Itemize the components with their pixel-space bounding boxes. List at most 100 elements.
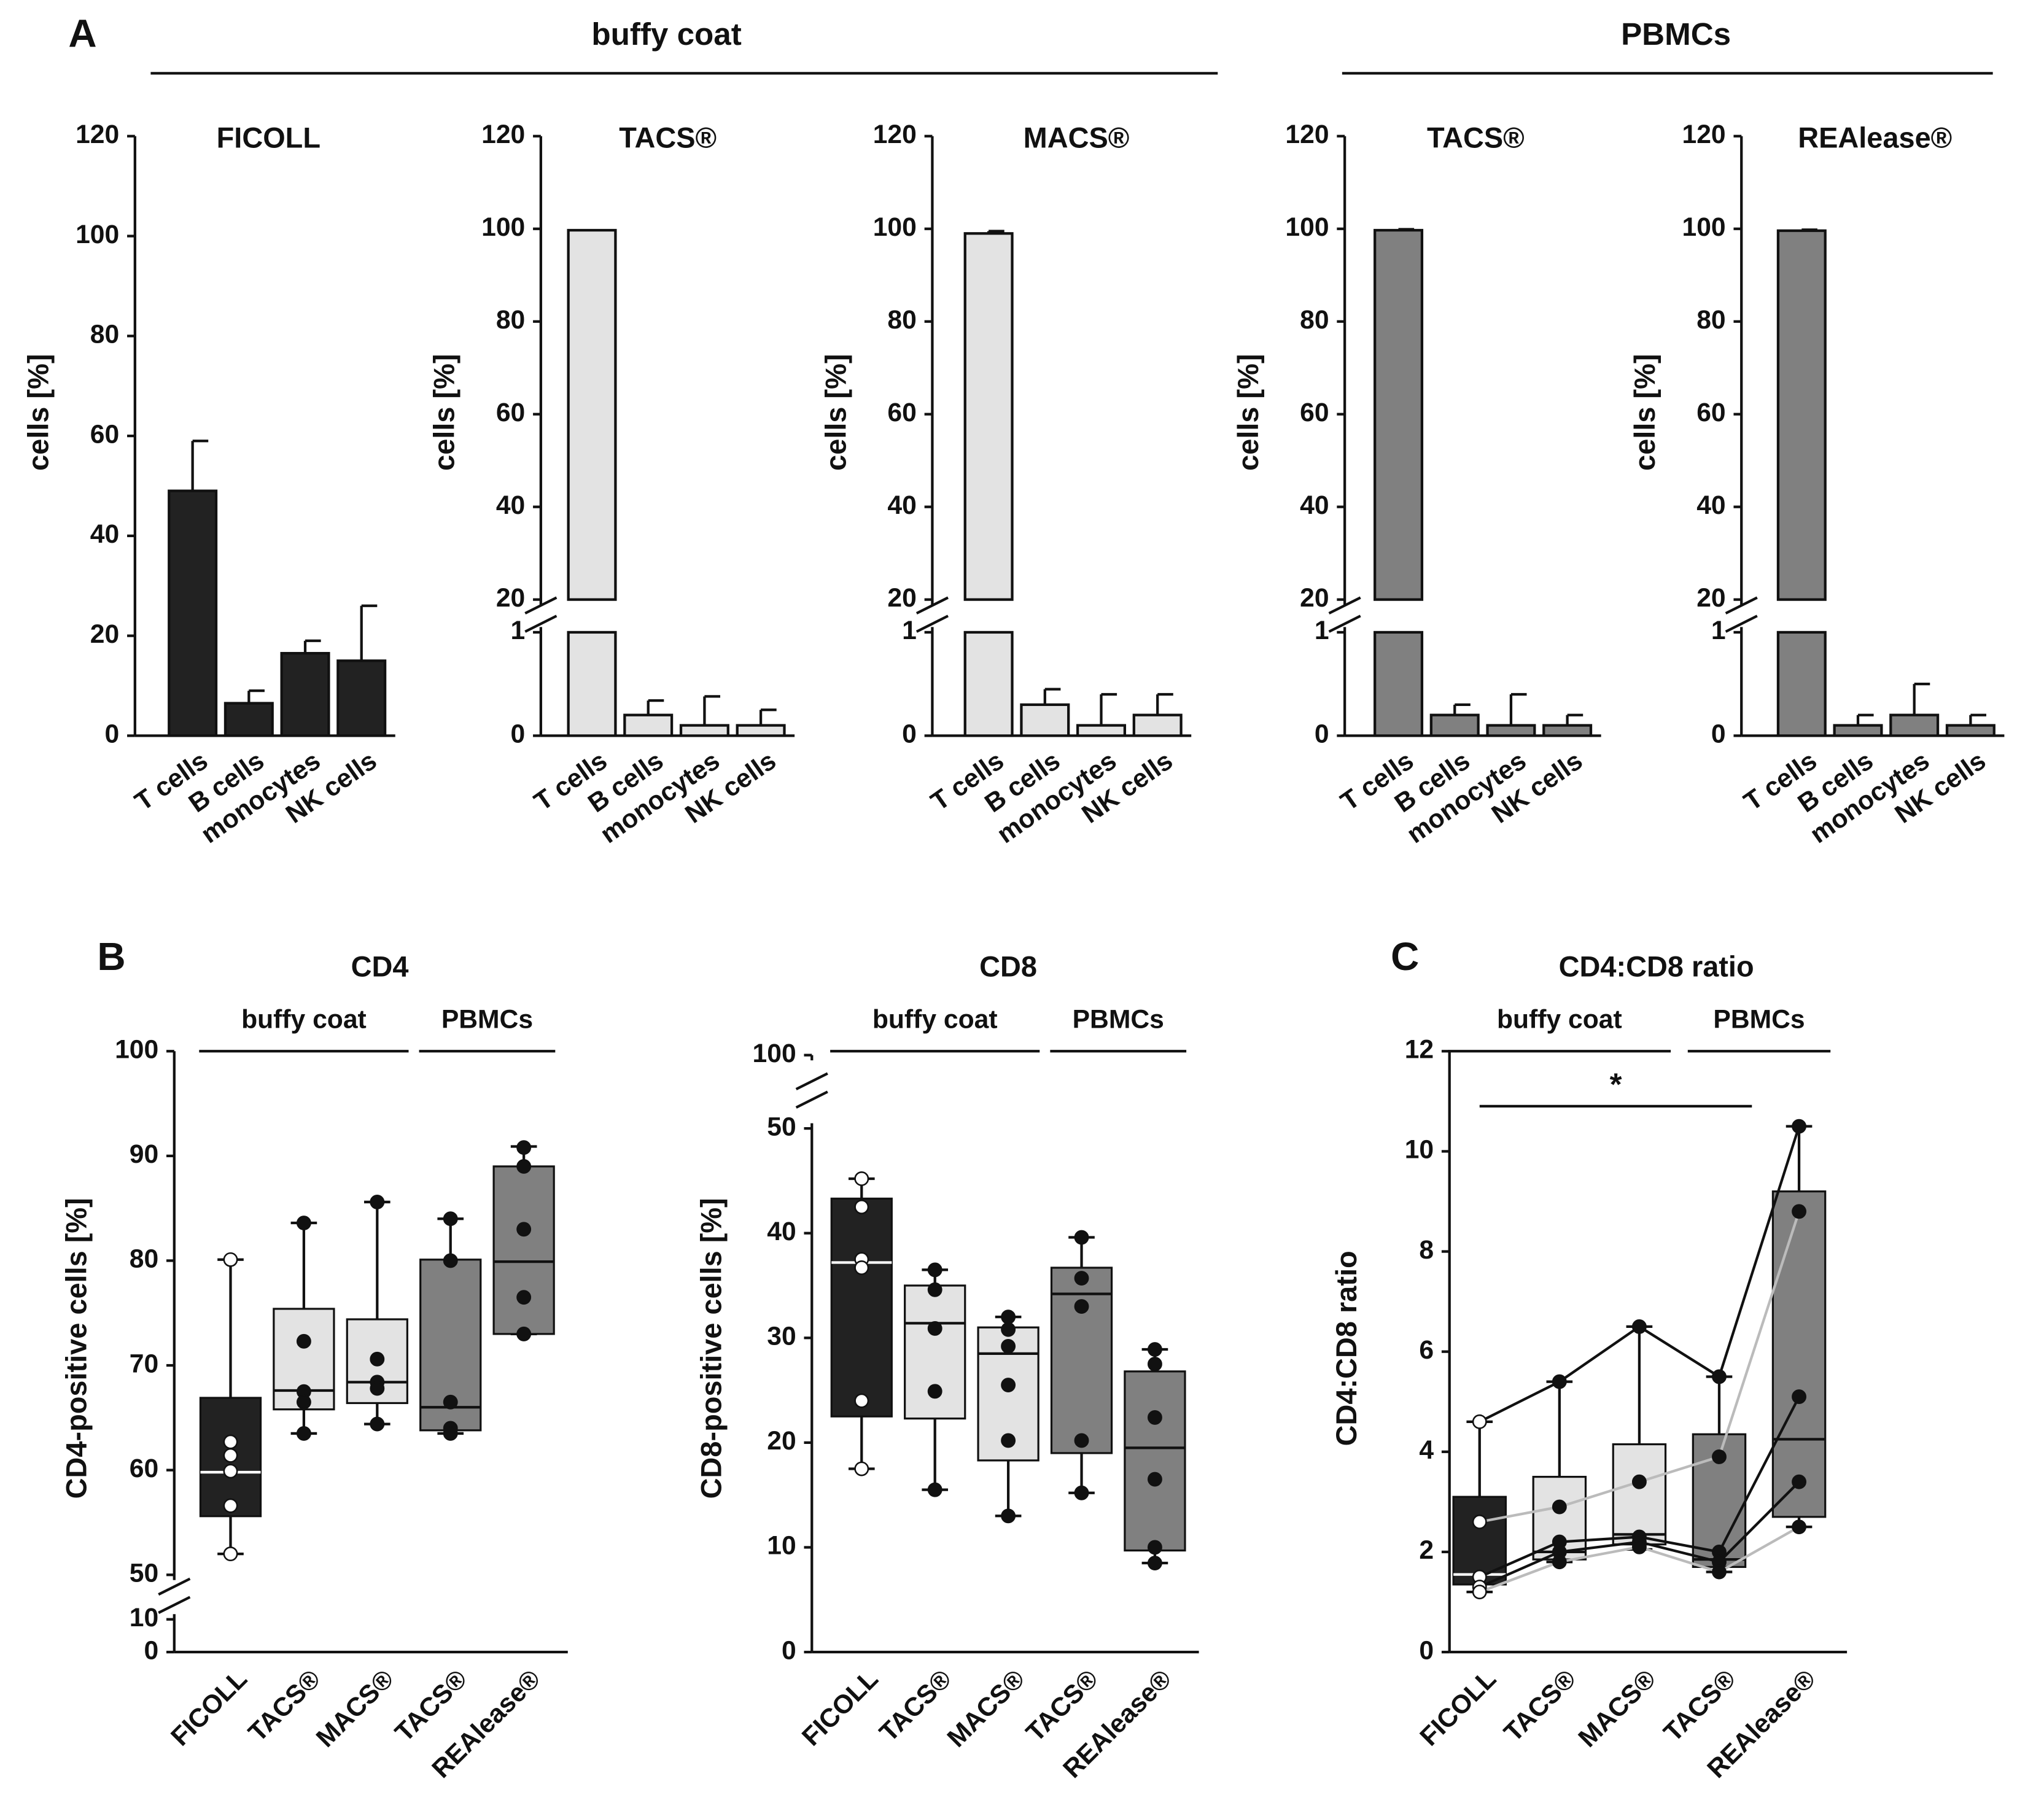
y-axis-label: cells [%] bbox=[1232, 354, 1264, 471]
y-tick-label: 100 bbox=[873, 212, 917, 242]
bar bbox=[567, 228, 617, 601]
data-point bbox=[443, 1211, 458, 1227]
y-tick-label: 2 bbox=[1419, 1535, 1434, 1565]
y-tick-label: 20 bbox=[90, 619, 119, 649]
y-tick-label: 0 bbox=[105, 720, 120, 749]
data-point bbox=[223, 1252, 238, 1267]
data-point bbox=[1631, 1319, 1647, 1334]
y-tick-label: 60 bbox=[90, 419, 119, 449]
bar bbox=[1945, 724, 1995, 737]
data-point bbox=[1074, 1485, 1089, 1500]
bar bbox=[1542, 724, 1593, 737]
panel-letter: A bbox=[68, 12, 96, 56]
bar bbox=[1776, 229, 1827, 601]
y-tick-label: 40 bbox=[1300, 491, 1329, 520]
x-tick-label: MACS® bbox=[1572, 1664, 1661, 1753]
data-point bbox=[1074, 1299, 1089, 1314]
data-point bbox=[1712, 1449, 1727, 1464]
bar bbox=[1833, 724, 1883, 737]
data-point bbox=[854, 1461, 869, 1476]
y-axis-label: CD4-positive cells [%] bbox=[61, 1198, 93, 1499]
box bbox=[1050, 1267, 1113, 1454]
axis-break bbox=[795, 1072, 828, 1091]
axis-break bbox=[1328, 596, 1361, 615]
data-point bbox=[296, 1426, 311, 1441]
data-point bbox=[854, 1171, 869, 1186]
data-point bbox=[1792, 1389, 1806, 1405]
chart-title: REAlease® bbox=[1798, 122, 1952, 154]
y-tick-label: 1 bbox=[1711, 616, 1726, 645]
data-point bbox=[927, 1282, 942, 1297]
y-axis-label: cells [%] bbox=[820, 354, 852, 471]
group-label: PBMCs bbox=[1713, 1005, 1805, 1034]
y-axis-label: cells [%] bbox=[23, 354, 55, 471]
axis-break bbox=[915, 596, 949, 615]
x-tick-label: FICOLL bbox=[165, 1664, 253, 1752]
data-point bbox=[927, 1262, 942, 1278]
data-point bbox=[370, 1194, 385, 1209]
data-point bbox=[223, 1464, 238, 1479]
data-point bbox=[1001, 1378, 1016, 1392]
data-point bbox=[1792, 1119, 1806, 1134]
chart-title: MACS® bbox=[1024, 122, 1130, 154]
y-tick-label: 80 bbox=[887, 305, 916, 335]
y-tick-label: 120 bbox=[1285, 120, 1329, 149]
group-label: buffy coat bbox=[241, 1005, 367, 1034]
axis-break bbox=[1725, 615, 1758, 633]
bar bbox=[1776, 630, 1827, 737]
data-point bbox=[1147, 1410, 1162, 1425]
data-point bbox=[370, 1351, 385, 1367]
bar bbox=[336, 659, 387, 737]
data-point bbox=[443, 1394, 458, 1410]
data-point bbox=[1001, 1309, 1016, 1325]
data-point bbox=[516, 1290, 532, 1305]
y-tick-label: 20 bbox=[887, 583, 916, 613]
data-point bbox=[927, 1384, 942, 1399]
y-tick-label: 120 bbox=[481, 120, 525, 149]
data-point bbox=[1552, 1554, 1567, 1570]
bar bbox=[1132, 713, 1183, 737]
axis-break bbox=[915, 615, 949, 633]
chart-title: TACS® bbox=[1427, 122, 1525, 154]
y-tick-label: 8 bbox=[1419, 1235, 1434, 1265]
y-tick-label: 70 bbox=[130, 1349, 158, 1378]
data-point bbox=[854, 1393, 869, 1408]
group-label: buffy coat bbox=[1497, 1005, 1622, 1034]
y-tick-label: 120 bbox=[1682, 120, 1726, 149]
data-point bbox=[927, 1321, 942, 1336]
y-axis-label: CD8-positive cells [%] bbox=[696, 1198, 728, 1499]
chart-title: CD4:CD8 ratio bbox=[1559, 950, 1754, 982]
box bbox=[1771, 1190, 1827, 1518]
y-tick-label: 6 bbox=[1419, 1335, 1434, 1365]
panel-letter: B bbox=[97, 934, 125, 979]
y-tick-label: 10 bbox=[767, 1531, 796, 1561]
data-point bbox=[1074, 1271, 1089, 1286]
y-tick-label: 0 bbox=[902, 720, 917, 749]
y-tick-label: 0 bbox=[511, 720, 526, 749]
data-point bbox=[1001, 1322, 1016, 1337]
box bbox=[492, 1165, 555, 1335]
y-tick-label: 100 bbox=[1285, 212, 1329, 242]
y-tick-label: 80 bbox=[1696, 305, 1725, 335]
y-tick-label: 40 bbox=[887, 491, 916, 520]
y-tick-label: 20 bbox=[496, 583, 525, 613]
bar bbox=[963, 630, 1014, 737]
data-point bbox=[370, 1416, 385, 1432]
data-point bbox=[1147, 1472, 1162, 1487]
bar bbox=[1889, 713, 1940, 737]
y-tick-label: 50 bbox=[767, 1112, 796, 1141]
bar bbox=[1374, 630, 1424, 737]
panel-letter: C bbox=[1391, 934, 1419, 979]
data-point bbox=[854, 1260, 869, 1275]
bar bbox=[280, 651, 330, 737]
axis-break bbox=[795, 1090, 828, 1109]
y-tick-label: 100 bbox=[1682, 212, 1726, 242]
data-point bbox=[296, 1216, 311, 1230]
y-tick-label: 12 bbox=[1405, 1035, 1434, 1065]
data-point bbox=[223, 1434, 238, 1449]
data-point bbox=[1472, 1414, 1487, 1429]
axis-break bbox=[1328, 615, 1361, 633]
y-tick-label: 0 bbox=[782, 1635, 796, 1665]
bar bbox=[679, 724, 729, 737]
